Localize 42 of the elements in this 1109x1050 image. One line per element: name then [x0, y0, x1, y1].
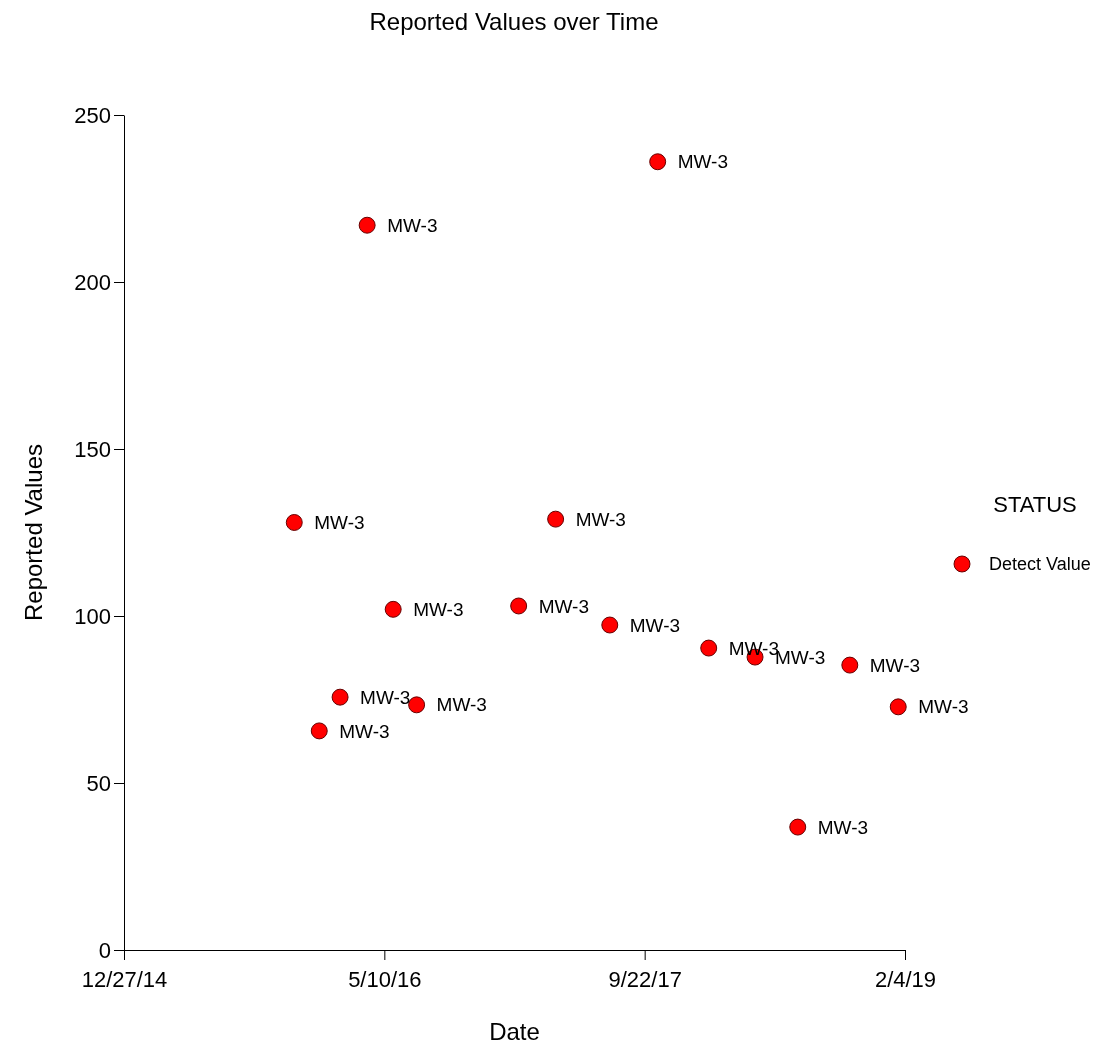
point — [841, 656, 859, 674]
y-tick-label: 150 — [74, 436, 111, 462]
chart-title: Reported Values over Time — [369, 8, 659, 35]
annotation: MW-3 — [629, 614, 681, 636]
annotation: MW-3 — [314, 512, 365, 534]
x-axis-title: Date — [489, 1018, 540, 1045]
annotation: MW-3 — [538, 595, 589, 617]
annotation: MW-3 — [817, 816, 869, 838]
point — [510, 597, 528, 615]
point — [700, 639, 718, 657]
y-tick-label: 200 — [74, 269, 111, 295]
annotation: MW-3 — [869, 654, 921, 676]
point — [547, 510, 565, 528]
point — [601, 616, 619, 634]
annotation: MW-3 — [387, 214, 438, 236]
annotation: MW-3 — [436, 694, 487, 716]
annotation: MW-3 — [413, 598, 464, 620]
y-axis-title: Reported Values — [20, 444, 47, 621]
point — [649, 153, 667, 171]
legend-label: Detect Value — [989, 554, 1091, 575]
annotation: MW-3 — [918, 696, 969, 718]
point — [789, 818, 807, 836]
y-tick-label: 50 — [86, 770, 111, 796]
x-tick-label: 2/4/19 — [874, 967, 937, 993]
legend-title: STATUS — [993, 492, 1077, 517]
point — [384, 600, 402, 618]
annotation: MW-3 — [339, 720, 390, 742]
point — [285, 514, 303, 531]
annotation: MW-3 — [360, 686, 411, 708]
annotation: MW-3 — [575, 508, 626, 530]
x-tick-label: 12/27/14 — [81, 967, 168, 993]
point — [331, 688, 349, 706]
point — [358, 216, 376, 234]
point — [889, 698, 907, 716]
x-tick-label: 9/22/17 — [608, 967, 682, 993]
point — [310, 722, 328, 740]
y-tick-label: 0 — [98, 937, 111, 963]
y-tick-label: 100 — [74, 603, 111, 629]
point — [408, 696, 426, 714]
y-tick-label: 250 — [74, 102, 111, 128]
x-tick-label: 5/10/16 — [348, 967, 422, 993]
annotation: MW-3 — [677, 151, 728, 173]
